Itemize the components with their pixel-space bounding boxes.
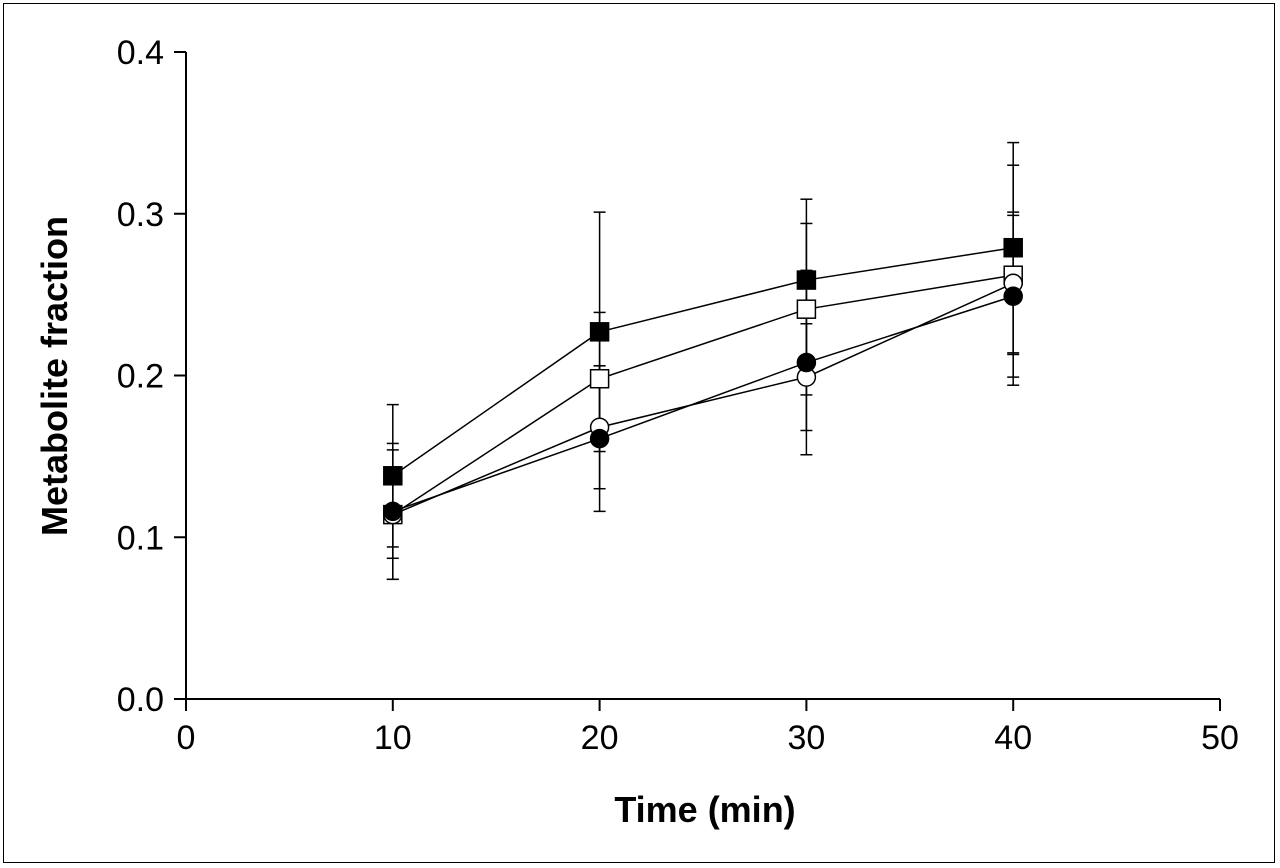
y-tick-label: 0.3 [117,196,164,234]
data-point [796,270,817,290]
x-tick-label: 40 [994,719,1032,757]
chart-frame [3,3,1275,863]
x-tick-label: 30 [787,719,825,757]
y-tick-label: 0.2 [117,358,164,396]
data-point [383,466,403,486]
series-line [392,246,1014,477]
data-point [589,322,610,342]
data-point [796,299,817,319]
data-point [796,352,817,373]
y-tick-label: 0.1 [117,519,164,557]
x-tick-label: 20 [581,719,619,757]
x-tick-label: 50 [1201,719,1239,757]
series-line [392,295,1014,513]
data-point [589,428,610,449]
error-bars [386,141,1020,581]
x-tick-label: 0 [177,719,196,757]
y-tick-label: 0.0 [117,681,164,719]
data-point [1003,237,1023,258]
x-axis-title: Time (min) [614,789,795,830]
y-axis-title: Metabolite fraction [34,216,75,536]
data-point [383,501,403,522]
series-line [392,274,1014,516]
axes: 0 10 20 30 40 50 0.0 0.1 0.2 0.3 0.4 [117,34,1239,757]
series-lines [392,246,1014,516]
data-point [1003,286,1023,306]
data-markers [383,237,1023,525]
y-tick-label: 0.4 [117,34,164,72]
series-line [392,282,1014,516]
x-tick-label: 10 [374,719,412,757]
data-point [589,368,610,389]
